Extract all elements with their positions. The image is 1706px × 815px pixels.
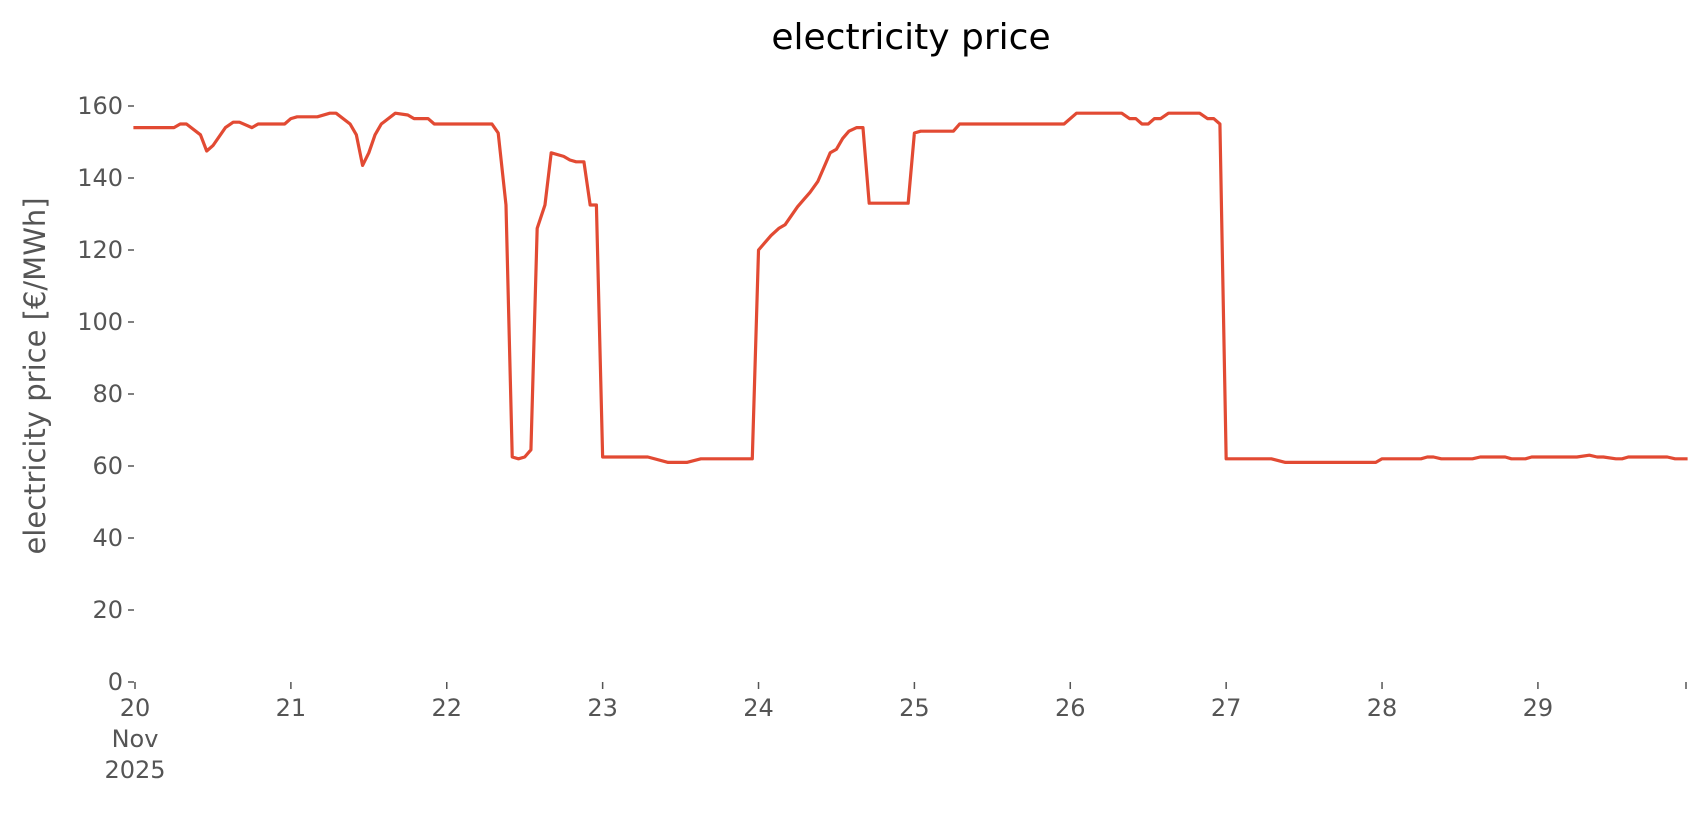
y-tick-label: 140 [77,164,123,192]
series-line [133,111,1688,464]
x-axis: 20 Nov 2025 21 22 23 24 25 26 27 28 29 [104,682,1687,784]
x-tick-label: 25 [899,694,930,722]
y-tick-label: 120 [77,236,123,264]
x-tick-label: 29 [1523,694,1554,722]
series-layer [133,111,1688,464]
y-tick-label: 0 [108,668,123,696]
x-tick-label: Nov [112,725,159,753]
x-tick-label: 22 [431,694,462,722]
x-tick-label: 27 [1211,694,1242,722]
y-tick-label: 40 [92,524,123,552]
y-axis: 0 20 40 60 80 100 120 140 160 [77,92,134,696]
x-tick-label: 20 [120,694,151,722]
y-tick-label: 80 [92,380,123,408]
x-tick-label: 21 [276,694,307,722]
y-tick-label: 100 [77,308,123,336]
x-tick-label: 28 [1367,694,1398,722]
y-tick-label: 20 [92,596,123,624]
y-tick-label: 160 [77,92,123,120]
y-tick-label: 60 [92,452,123,480]
x-tick-label: 23 [587,694,618,722]
x-tick-label: 26 [1055,694,1086,722]
chart-title: electricity price [771,17,1050,58]
x-tick-label: 24 [743,694,774,722]
x-tick-label: 2025 [104,756,165,784]
y-axis-label: electricity price [€/MWh] [18,197,52,554]
